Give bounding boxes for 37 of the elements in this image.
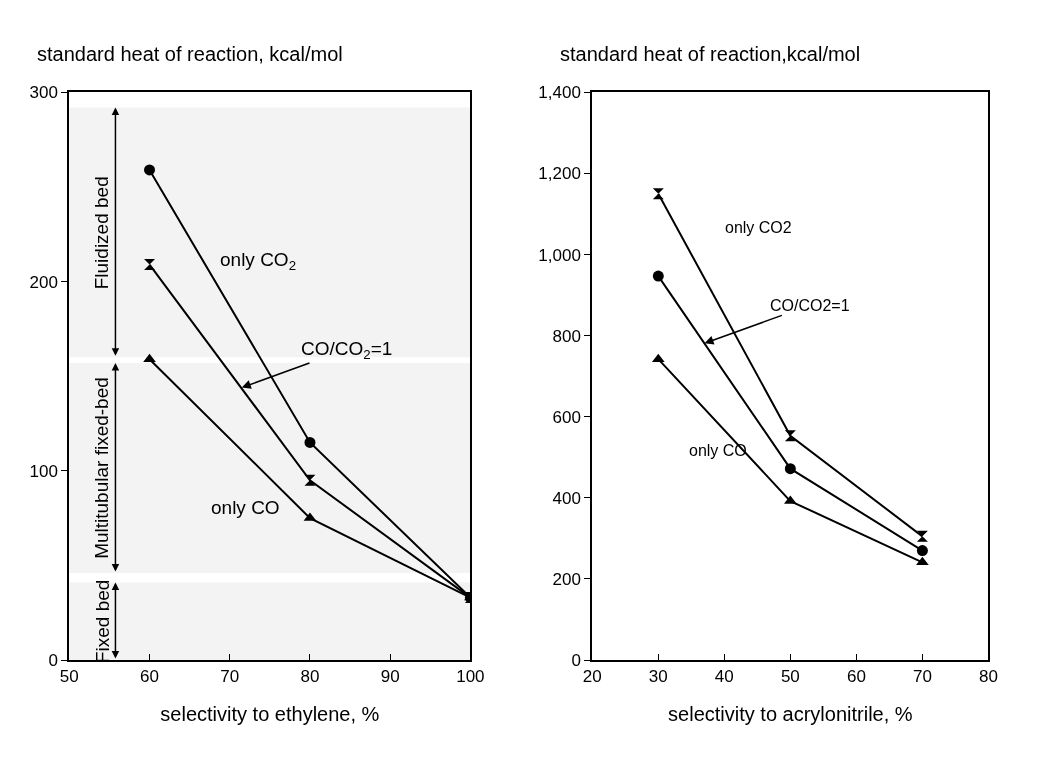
y-tick-label: 800 [552, 326, 581, 346]
annotation: only CO$_{2}$ [220, 249, 297, 273]
y-tick-label: 400 [552, 488, 581, 508]
band-label: Fluidized bed [91, 176, 113, 290]
x-tick-label: 60 [846, 667, 866, 687]
x-tick-label: 80 [300, 667, 320, 687]
x-tick-label: 20 [582, 667, 602, 687]
annotation: only CO2 [725, 219, 792, 236]
x-axis-title: selectivity to ethylene, % [160, 703, 380, 726]
x-tick-label: 40 [714, 667, 734, 687]
band-label: Multitubular fixed-bed [90, 377, 112, 559]
x-tick-label: 30 [648, 667, 668, 687]
y-tick-label: 0 [571, 650, 581, 670]
y-tick-label: 200 [29, 272, 58, 292]
y-tick-label: 1,000 [538, 245, 581, 265]
annotation: only CO [689, 442, 747, 459]
y-tick-label: 1,400 [538, 83, 581, 103]
x-tick-label: 60 [140, 667, 159, 687]
y-tick-label: 300 [29, 83, 58, 103]
x-tick-label: 50 [780, 667, 800, 687]
annotation: CO/CO$_{2}$=1 [301, 338, 393, 362]
y-axis-title: standard heat of reaction, kcal/mol [37, 43, 343, 65]
y-axis-title: standard heat of reaction,kcal/mol [560, 43, 861, 65]
annotation: CO/CO2=1 [770, 297, 850, 314]
x-tick-label: 100 [456, 667, 485, 687]
y-tick-label: 100 [29, 461, 58, 481]
x-tick-label: 70 [912, 667, 932, 687]
y-tick-label: 1,200 [538, 164, 581, 184]
x-tick-label: 50 [59, 667, 79, 687]
annotation: only CO [211, 497, 280, 518]
x-tick-label: 80 [978, 667, 998, 687]
y-tick-label: 200 [552, 569, 581, 589]
y-tick-label: 0 [48, 650, 58, 670]
x-axis-title: selectivity to acrylonitrile, % [668, 703, 913, 726]
y-tick-label: 600 [552, 407, 581, 427]
x-tick-label: 70 [220, 667, 240, 687]
x-tick-label: 90 [380, 667, 400, 687]
